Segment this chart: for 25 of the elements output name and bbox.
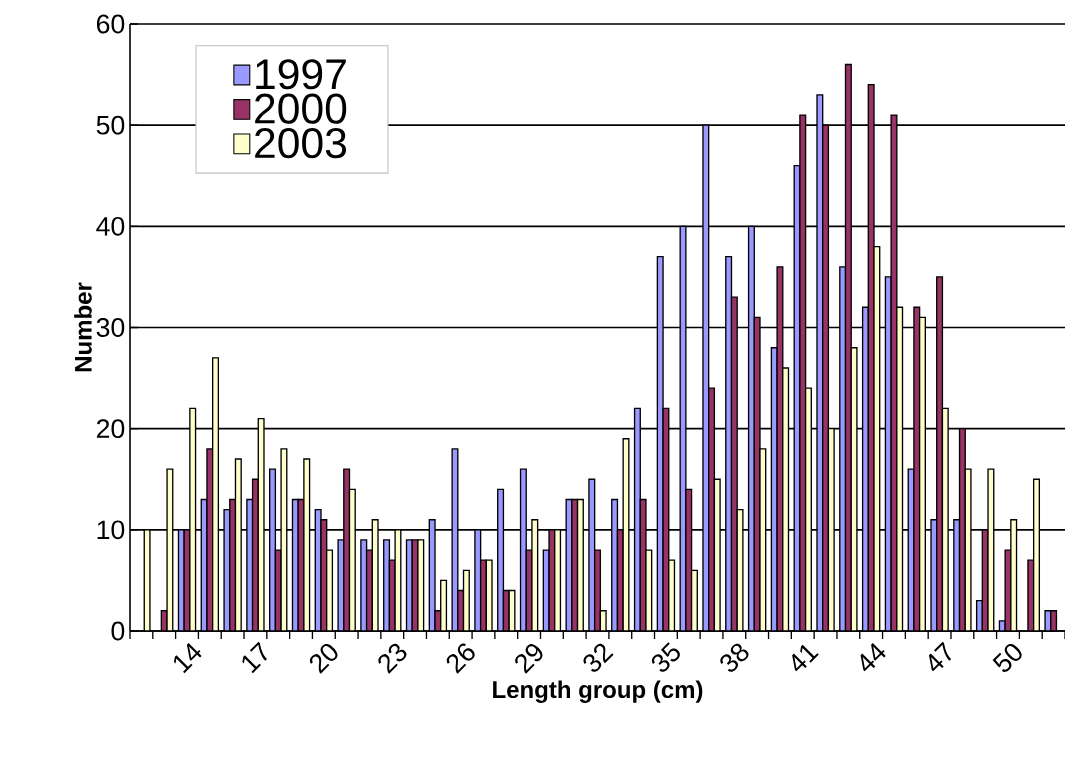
x-axis-title: Length group (cm) [493, 680, 703, 703]
y-tick-label: 30 [96, 318, 125, 337]
y-axis-title: Number [74, 282, 92, 372]
y-tick-label: 10 [97, 520, 125, 540]
x-tick-label: 38 [720, 643, 749, 672]
x-tick-label: 50 [992, 643, 1022, 672]
x-tick-label: 35 [651, 642, 680, 672]
x-tick-label: 32 [583, 643, 614, 672]
legend-label: 1997 [256, 59, 346, 90]
x-tick-label: 20 [309, 643, 338, 674]
y-tick-label: 40 [96, 216, 125, 236]
x-tick-label: 23 [378, 643, 407, 674]
y-tick-label: 60 [96, 14, 125, 34]
x-tick-label: 41 [792, 644, 819, 672]
x-tick-label: 44 [860, 643, 886, 672]
x-tick-label: 14 [173, 643, 202, 674]
legend-label: 2000 [255, 93, 347, 124]
x-tick-label: 17 [242, 641, 267, 674]
y-tick-label: 50 [96, 115, 125, 135]
x-tick-label: 47 [928, 641, 952, 672]
x-tick-label: 29 [515, 644, 543, 674]
x-tick-label: 26 [446, 643, 475, 674]
legend-label: 2003 [255, 128, 347, 159]
y-tick-label: 0 [111, 621, 125, 641]
y-tick-label: 20 [96, 419, 125, 439]
